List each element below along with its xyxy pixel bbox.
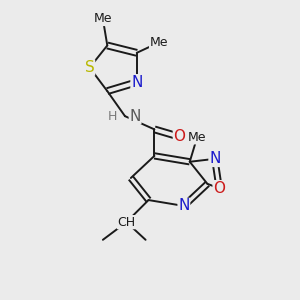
Text: H: H <box>108 110 118 123</box>
Text: CH: CH <box>117 216 136 229</box>
Text: N: N <box>131 75 142 90</box>
Text: N: N <box>129 109 141 124</box>
Text: S: S <box>85 60 94 75</box>
Text: Me: Me <box>188 131 206 144</box>
Text: Me: Me <box>150 36 168 49</box>
Text: Me: Me <box>94 13 112 26</box>
Text: N: N <box>209 151 220 166</box>
Text: N: N <box>178 198 190 213</box>
Text: O: O <box>213 181 225 196</box>
Text: O: O <box>173 129 185 144</box>
